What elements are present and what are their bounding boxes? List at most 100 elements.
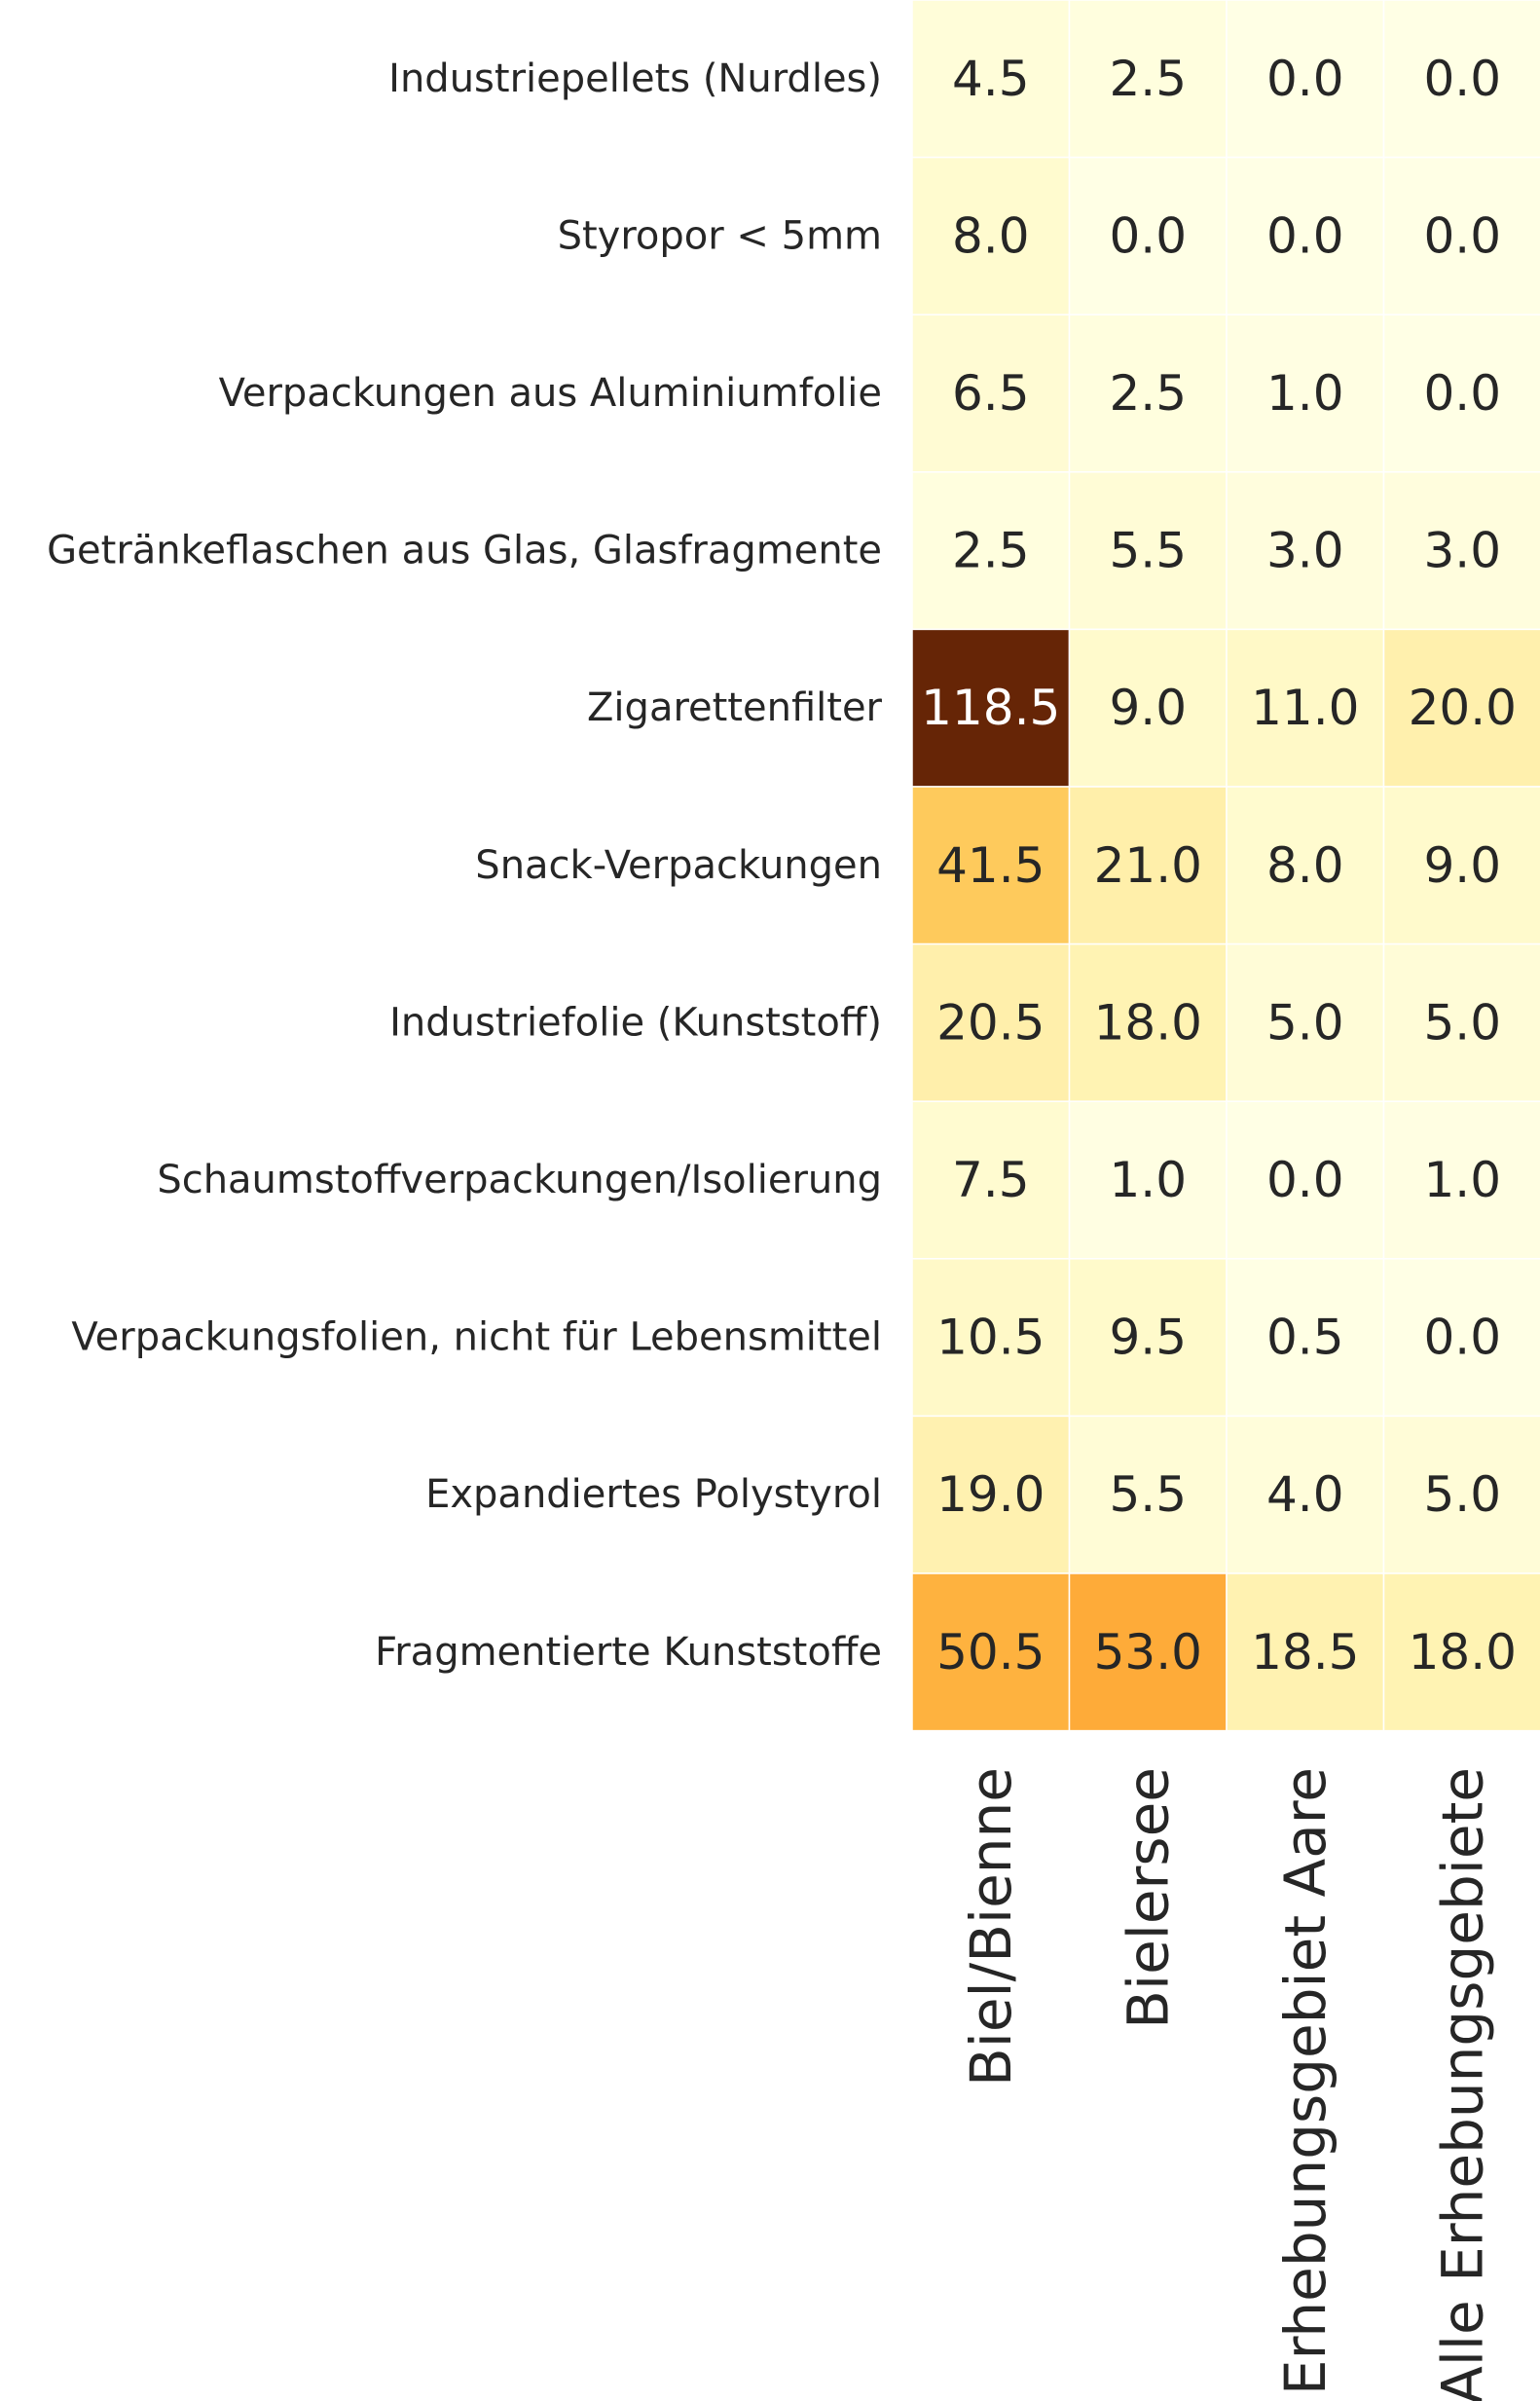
heatmap-cell <box>1068 1572 1228 1732</box>
heatmap-cell <box>1382 942 1540 1102</box>
column-label: Alle Erhebungsgebiete <box>1429 1767 1495 2401</box>
heatmap-cell <box>911 1415 1071 1574</box>
heatmap-cell <box>1382 1572 1540 1732</box>
cell-value-label: 0.0 <box>1266 51 1344 107</box>
row-label: Expandiertes Polystyrol <box>425 1472 882 1517</box>
heatmap-cells: 4.5 2.5 0.0 0.0 8.0 0.0 0.0 0.0 6.5 2.5 1.0 0.0 2.5 5… <box>911 0 1540 1732</box>
heatmap-cell <box>911 156 1071 315</box>
heatmap-cell <box>1226 1572 1385 1732</box>
heatmap-cell <box>1068 786 1228 945</box>
cell-value-label: 5.0 <box>1266 994 1344 1051</box>
heatmap-cell <box>1226 1258 1385 1418</box>
cell-value-label: 3.0 <box>1266 523 1344 579</box>
heatmap-cell <box>911 1572 1071 1732</box>
heatmap-cell <box>1382 1100 1540 1260</box>
cell-value-label: 1.0 <box>1423 1152 1501 1208</box>
heatmap-cell <box>1226 628 1385 788</box>
heatmap-cell <box>1226 471 1385 631</box>
heatmap-cell <box>1382 314 1540 473</box>
cell-value-label: 7.5 <box>952 1152 1030 1208</box>
heatmap-cell <box>911 1258 1071 1418</box>
row-label: Zigarettenfilter <box>587 685 883 730</box>
heatmap-cell <box>1226 942 1385 1102</box>
heatmap-cell <box>1226 156 1385 315</box>
heatmap-cell <box>1382 156 1540 315</box>
cell-value-label: 20.5 <box>936 994 1045 1051</box>
cell-value-label: 50.5 <box>936 1624 1045 1681</box>
cell-value-label: 5.0 <box>1423 994 1501 1051</box>
row-label: Fragmentierte Kunststoffe <box>375 1630 882 1675</box>
heatmap-cell <box>1382 0 1540 159</box>
heatmap-cell <box>1226 786 1385 945</box>
cell-value-label: 3.0 <box>1423 523 1501 579</box>
cell-value-label: 0.0 <box>1423 365 1501 422</box>
cell-value-label: 5.5 <box>1109 1466 1187 1523</box>
cell-value-label: 2.5 <box>952 523 1030 579</box>
heatmap-cell <box>1068 1100 1228 1260</box>
column-labels: Biel/Bienne Bielersee Erhebungsgebiet Aare… <box>958 1767 1496 2401</box>
cell-value-label: 19.0 <box>936 1466 1045 1523</box>
row-label: Snack-Verpackungen <box>475 843 882 888</box>
cell-value-label: 20.0 <box>1409 680 1517 736</box>
cell-value-label: 9.0 <box>1109 680 1187 736</box>
cell-value-label: 1.0 <box>1109 1152 1187 1208</box>
cell-value-label: 0.0 <box>1266 207 1344 264</box>
heatmap-cell <box>1068 314 1228 473</box>
heatmap-cell <box>1068 942 1228 1102</box>
row-label: Verpackungen aus Aluminiumfolie <box>219 371 882 416</box>
cell-value-label: 0.0 <box>1109 207 1187 264</box>
cell-value-label: 4.5 <box>952 51 1030 107</box>
heatmap-cell <box>911 942 1071 1102</box>
row-label: Styropor < 5mm <box>558 213 882 258</box>
cell-value-label: 118.5 <box>921 680 1060 736</box>
heatmap-cell <box>911 786 1071 945</box>
heatmap-cell <box>1068 1415 1228 1574</box>
cell-value-label: 1.0 <box>1266 365 1344 422</box>
heatmap-cell <box>911 471 1071 631</box>
cell-value-label: 11.0 <box>1251 680 1359 736</box>
heatmap-cell <box>1382 786 1540 945</box>
heatmap-cell <box>1068 1258 1228 1418</box>
cell-value-label: 0.0 <box>1266 1152 1344 1208</box>
cell-value-label: 53.0 <box>1094 1624 1202 1681</box>
heatmap-cell <box>911 314 1071 473</box>
heatmap-cell <box>1226 1415 1385 1574</box>
cell-value-label: 21.0 <box>1094 837 1202 894</box>
cell-value-label: 9.0 <box>1423 837 1501 894</box>
cell-value-label: 18.0 <box>1094 994 1202 1051</box>
cell-value-label: 4.0 <box>1266 1466 1344 1523</box>
cell-value-label: 8.0 <box>1266 837 1344 894</box>
heatmap-cell <box>911 1100 1071 1260</box>
row-label: Getränkeflaschen aus Glas, Glasfragmente <box>47 529 882 573</box>
heatmap-cell <box>1226 1100 1385 1260</box>
row-labels: Industriepellets (Nurdles) Styropor < 5mm… <box>47 56 882 1675</box>
heatmap-cell <box>1068 471 1228 631</box>
cell-value-label: 0.5 <box>1266 1310 1344 1366</box>
cell-value-label: 18.0 <box>1409 1624 1517 1681</box>
row-label: Verpackungsfolien, nicht für Lebensmitte… <box>71 1315 882 1360</box>
cell-value-label: 5.5 <box>1109 523 1187 579</box>
row-label: Schaumstoffverpackungen/Isolierung <box>157 1158 882 1202</box>
column-label: Erhebungsgebiet Aare <box>1272 1767 1338 2395</box>
cell-value-label: 2.5 <box>1109 51 1187 107</box>
cell-value-label: 0.0 <box>1423 207 1501 264</box>
cell-value-label: 6.5 <box>952 365 1030 422</box>
cell-value-label: 2.5 <box>1109 365 1187 422</box>
cell-value-label: 10.5 <box>936 1310 1045 1366</box>
column-label: Bielersee <box>1115 1767 1181 2029</box>
cell-value-label: 41.5 <box>936 837 1045 894</box>
heatmap-cell <box>911 0 1071 159</box>
cell-value-label: 8.0 <box>952 207 1030 264</box>
cell-value-label: 0.0 <box>1423 1310 1501 1366</box>
heatmap-cell <box>1068 156 1228 315</box>
heatmap-cell <box>1226 0 1385 159</box>
row-label: Industriepellets (Nurdles) <box>388 56 882 101</box>
cell-value-label: 9.5 <box>1109 1310 1187 1366</box>
heatmap-cell <box>1068 0 1228 159</box>
cell-value-label: 0.0 <box>1423 51 1501 107</box>
cell-value-label: 18.5 <box>1251 1624 1359 1681</box>
column-label: Biel/Bienne <box>958 1767 1024 2087</box>
heatmap-cell <box>1382 471 1540 631</box>
heatmap-cell <box>1382 1258 1540 1418</box>
